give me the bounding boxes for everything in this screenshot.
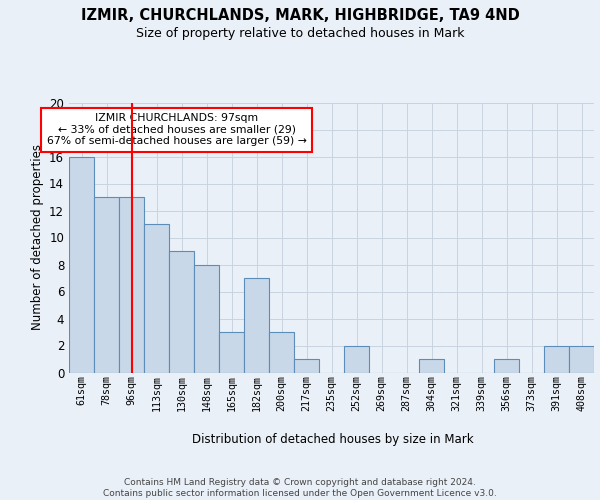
Y-axis label: Number of detached properties: Number of detached properties <box>31 144 44 330</box>
Bar <box>494 359 519 372</box>
Bar <box>194 264 219 372</box>
Bar <box>344 346 369 372</box>
Bar <box>569 346 594 372</box>
Text: IZMIR, CHURCHLANDS, MARK, HIGHBRIDGE, TA9 4ND: IZMIR, CHURCHLANDS, MARK, HIGHBRIDGE, TA… <box>80 8 520 22</box>
Text: IZMIR CHURCHLANDS: 97sqm
← 33% of detached houses are smaller (29)
67% of semi-d: IZMIR CHURCHLANDS: 97sqm ← 33% of detach… <box>47 114 307 146</box>
Bar <box>419 359 444 372</box>
Bar <box>94 197 119 372</box>
Bar <box>269 332 294 372</box>
Bar <box>244 278 269 372</box>
Text: Contains HM Land Registry data © Crown copyright and database right 2024.
Contai: Contains HM Land Registry data © Crown c… <box>103 478 497 498</box>
Bar <box>294 359 319 372</box>
Bar <box>544 346 569 372</box>
Bar <box>119 197 144 372</box>
Bar <box>169 251 194 372</box>
Bar <box>69 156 94 372</box>
Text: Size of property relative to detached houses in Mark: Size of property relative to detached ho… <box>136 28 464 40</box>
Bar <box>144 224 169 372</box>
Text: Distribution of detached houses by size in Mark: Distribution of detached houses by size … <box>192 432 474 446</box>
Bar <box>219 332 244 372</box>
